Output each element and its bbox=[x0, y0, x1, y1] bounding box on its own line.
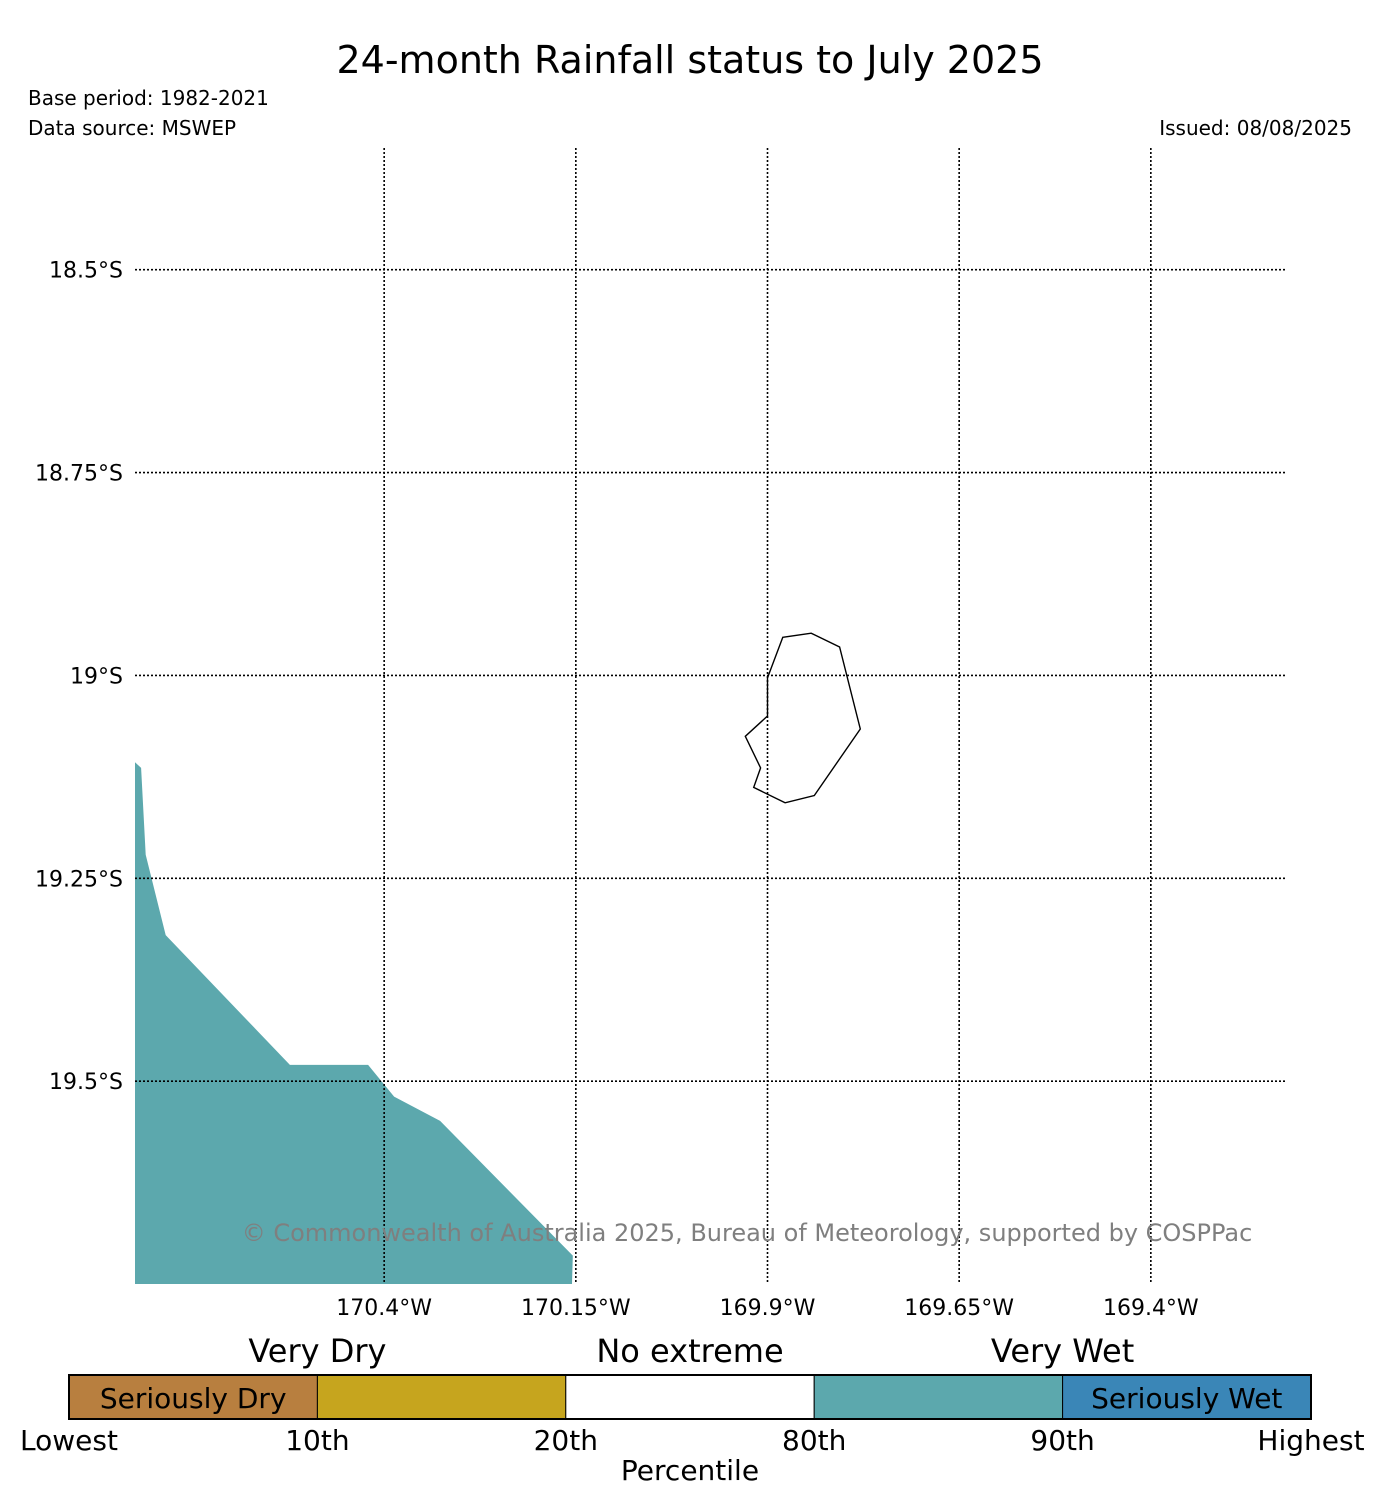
legend-swatch bbox=[68, 1374, 318, 1420]
legend-tick-label: 10th bbox=[285, 1424, 349, 1457]
legend-swatch-label: Seriously Dry bbox=[100, 1382, 287, 1415]
issued-date: Issued: 08/08/2025 bbox=[1159, 116, 1352, 140]
legend: Seriously Dry Seriously Wet Very Dry No ext… bbox=[20, 1332, 1365, 1487]
legend-swatch bbox=[316, 1374, 567, 1420]
legend-axis-title: Percentile bbox=[621, 1454, 759, 1487]
lat-label: 19.25°S bbox=[35, 867, 123, 892]
shaded-region-layer bbox=[135, 762, 573, 1284]
legend-swatch-label: Seriously Wet bbox=[1091, 1382, 1282, 1415]
legend-category-label: Very Dry bbox=[248, 1332, 386, 1370]
base-period-note: Base period: 1982-2021 bbox=[28, 86, 269, 110]
legend-swatch bbox=[813, 1374, 1064, 1420]
lat-label: 19.5°S bbox=[49, 1070, 123, 1095]
legend-tick-label: 80th bbox=[782, 1424, 846, 1457]
lon-label: 169.65°W bbox=[904, 1296, 1014, 1321]
legend-tick-label: 90th bbox=[1030, 1424, 1094, 1457]
legend-category-label: Very Wet bbox=[991, 1332, 1134, 1370]
lat-label: 19°S bbox=[70, 664, 123, 689]
coastline-layer bbox=[744, 632, 862, 804]
map-title: 24-month Rainfall status to July 2025 bbox=[336, 38, 1044, 82]
copyright-notice: © Commonwealth of Australia 2025, Bureau… bbox=[242, 1219, 1253, 1247]
lat-label: 18.75°S bbox=[35, 462, 123, 487]
very-wet-region bbox=[135, 762, 573, 1284]
gridline-labels: 18.5°S 18.75°S 19°S 19.25°S 19.5°S 170.4°W 170… bbox=[35, 259, 1199, 1321]
legend-tick-label: Highest bbox=[1257, 1424, 1364, 1457]
legend-frame bbox=[68, 1374, 1312, 1420]
legend-tick-label: Lowest bbox=[20, 1424, 118, 1457]
lon-label: 169.4°W bbox=[1103, 1296, 1199, 1321]
island-outline bbox=[744, 632, 862, 804]
lon-label: 170.15°W bbox=[521, 1296, 631, 1321]
legend-category-label: No extreme bbox=[596, 1332, 783, 1370]
legend-swatch bbox=[1062, 1374, 1312, 1420]
data-source-note: Data source: MSWEP bbox=[28, 116, 237, 140]
lon-label: 170.4°W bbox=[336, 1296, 432, 1321]
legend-tick-label: 20th bbox=[534, 1424, 598, 1457]
legend-swatch bbox=[565, 1374, 815, 1420]
lon-label: 169.9°W bbox=[720, 1296, 816, 1321]
lat-label: 18.5°S bbox=[49, 259, 123, 284]
